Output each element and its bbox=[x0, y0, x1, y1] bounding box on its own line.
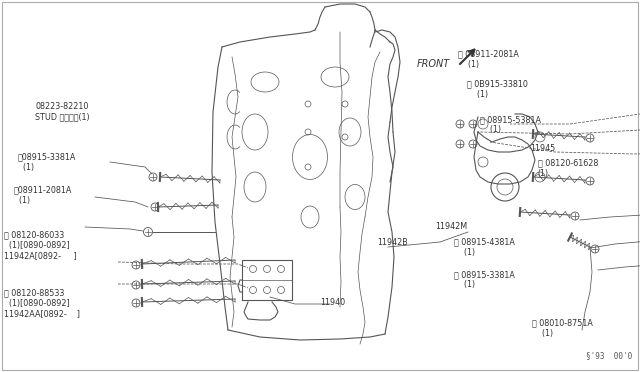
Text: 11940: 11940 bbox=[320, 298, 345, 307]
Text: Ⓝ08911-2081A
  (1): Ⓝ08911-2081A (1) bbox=[14, 186, 72, 205]
Text: Ⓑ 08010-8751A
    (1): Ⓑ 08010-8751A (1) bbox=[532, 318, 593, 338]
Text: Ⓑ 08120-86033
  (1)[0890-0892]
11942A[0892-     ]: Ⓑ 08120-86033 (1)[0890-0892] 11942A[0892… bbox=[4, 231, 77, 260]
Text: FRONT: FRONT bbox=[417, 59, 450, 69]
Text: Ⓦ 08915-4381A
    (1): Ⓦ 08915-4381A (1) bbox=[454, 238, 515, 257]
Text: Ⓦ 0B915-33810
    (1): Ⓦ 0B915-33810 (1) bbox=[467, 80, 528, 99]
Text: Ⓑ 08120-88533
  (1)[0890-0892]
11942AA[0892-    ]: Ⓑ 08120-88533 (1)[0890-0892] 11942AA[089… bbox=[4, 288, 80, 318]
Text: Ⓝ 08911-2081A
    (1): Ⓝ 08911-2081A (1) bbox=[458, 50, 518, 69]
Text: Ⓦ 08915-5381A
    (1): Ⓦ 08915-5381A (1) bbox=[480, 115, 541, 134]
Text: 08223-82210
STUD スタッド(1): 08223-82210 STUD スタッド(1) bbox=[35, 102, 90, 121]
Text: 11942M: 11942M bbox=[435, 222, 467, 231]
Text: 11942B: 11942B bbox=[378, 238, 408, 247]
Text: 11945: 11945 bbox=[530, 144, 555, 153]
Text: §'93  00'0: §'93 00'0 bbox=[586, 351, 632, 360]
Text: Ⓦ08915-3381A
  (1): Ⓦ08915-3381A (1) bbox=[18, 152, 76, 171]
Text: Ⓦ 08915-3381A
    (1): Ⓦ 08915-3381A (1) bbox=[454, 270, 515, 289]
Text: Ⓑ 08120-61628
(1): Ⓑ 08120-61628 (1) bbox=[538, 158, 598, 178]
